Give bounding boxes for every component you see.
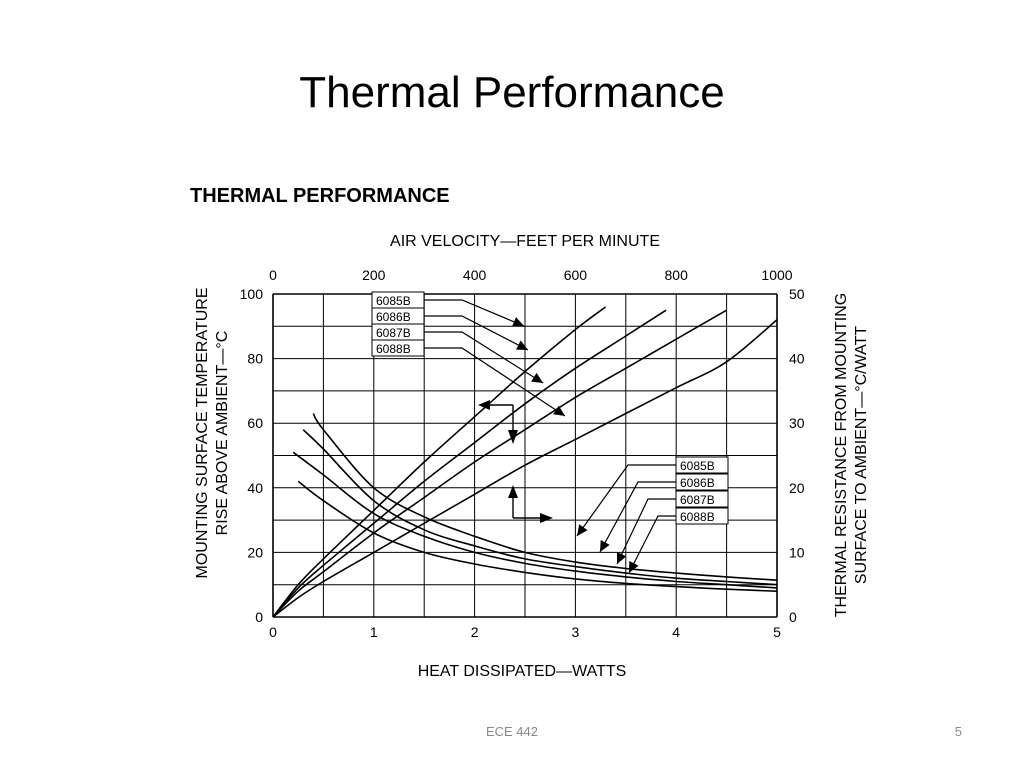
top-tick-label: 800 bbox=[665, 267, 689, 283]
right-tick-label: 20 bbox=[789, 480, 805, 496]
chart-title: THERMAL PERFORMANCE bbox=[190, 185, 450, 207]
right-tick-label: 0 bbox=[789, 609, 797, 625]
legend-label-resistance: 6086B bbox=[680, 476, 715, 490]
top-axis-label: AIR VELOCITY—FEET PER MINUTE bbox=[390, 233, 660, 250]
arrowhead bbox=[516, 340, 528, 350]
right-tick-label: 50 bbox=[789, 286, 805, 302]
right-axis-label: THERMAL RESISTANCE FROM MOUNTING SURFACE… bbox=[833, 293, 870, 617]
top-tick-label: 1000 bbox=[761, 267, 792, 283]
legend-leader-line bbox=[599, 481, 676, 553]
legend-label-temperature: 6085B bbox=[376, 294, 411, 308]
legend-label-temperature: 6086B bbox=[376, 310, 411, 324]
bottom-tick-label: 4 bbox=[672, 624, 680, 640]
bottom-tick-label: 2 bbox=[471, 624, 479, 640]
left-tick-label: 100 bbox=[240, 286, 264, 302]
series-curve-6088b-temperature bbox=[272, 319, 778, 618]
legends: 6085B 6086B 6087B 6088B 6085B 6086B 6087B 6088B bbox=[371, 291, 729, 574]
legend-label-resistance: 6085B bbox=[680, 459, 715, 473]
left-tick-label: 40 bbox=[247, 480, 263, 496]
left-tick-label: 0 bbox=[255, 609, 263, 625]
legend-leader-line bbox=[628, 515, 676, 574]
arrowhead bbox=[508, 485, 518, 498]
right-tick-label: 30 bbox=[789, 415, 805, 431]
tick-labels: 0 1 2 3 4 50 200 400 600 800 100002040608010001020… bbox=[240, 267, 805, 640]
series-curve-6088b-resistance bbox=[297, 480, 778, 592]
series-curve-6086b-resistance bbox=[302, 429, 778, 586]
legend-leader-line bbox=[424, 315, 529, 351]
right-axis-label-line1: THERMAL RESISTANCE FROM MOUNTING bbox=[833, 293, 850, 617]
legend-leader-line bbox=[424, 299, 525, 327]
series-curve-6086b-temperature bbox=[272, 309, 667, 618]
right-axis-label-line2: SURFACE TO AMBIENT—°C/WATT bbox=[853, 326, 870, 585]
left-tick-label: 80 bbox=[247, 351, 263, 367]
bottom-axis-label: HEAT DISSIPATED—WATTS bbox=[418, 663, 627, 680]
top-tick-label: 400 bbox=[463, 267, 487, 283]
arrowhead bbox=[508, 430, 518, 444]
arrowhead bbox=[617, 552, 627, 564]
footer-course: ECE 442 bbox=[485, 724, 539, 739]
arrowhead bbox=[512, 317, 524, 327]
legend-leader-line bbox=[576, 464, 676, 537]
slide-title: Thermal Performance bbox=[299, 68, 725, 117]
series-lines bbox=[272, 306, 778, 618]
arrowhead bbox=[577, 524, 588, 536]
bottom-tick-label: 3 bbox=[572, 624, 580, 640]
bottom-tick-label: 0 bbox=[269, 624, 277, 640]
series-curve-6085b-temperature bbox=[272, 306, 607, 618]
legend-leader-line bbox=[424, 347, 566, 417]
left-tick-label: 20 bbox=[247, 544, 263, 560]
left-axis-label-line1: MOUNTING SURFACE TEMPERATURE bbox=[194, 288, 211, 579]
top-tick-label: 600 bbox=[564, 267, 588, 283]
legend-leader-line bbox=[424, 331, 544, 384]
series-curve-6087b-resistance bbox=[292, 451, 778, 589]
legend-label-resistance: 6087B bbox=[680, 493, 715, 507]
footer-page-number: 5 bbox=[954, 724, 962, 739]
legend-label-resistance: 6088B bbox=[680, 510, 715, 524]
arrowhead bbox=[629, 561, 639, 573]
arrowhead bbox=[540, 513, 553, 523]
top-tick-label: 200 bbox=[362, 267, 386, 283]
legend-label-temperature: 6087B bbox=[376, 326, 411, 340]
arrowhead bbox=[478, 400, 490, 410]
legend-leader-line bbox=[616, 498, 676, 565]
grid bbox=[272, 293, 778, 618]
left-tick-label: 60 bbox=[247, 415, 263, 431]
right-tick-label: 10 bbox=[789, 544, 805, 560]
left-axis-label-line2: RISE ABOVE AMBIENT—°C bbox=[214, 331, 231, 536]
series-curve-6085b-resistance bbox=[312, 413, 778, 581]
arrowhead bbox=[600, 540, 610, 552]
legend-label-temperature: 6088B bbox=[376, 342, 411, 356]
right-tick-label: 40 bbox=[789, 351, 805, 367]
left-axis-indicator-arrow bbox=[483, 404, 514, 440]
arrowhead bbox=[531, 372, 543, 383]
bottom-tick-label: 1 bbox=[370, 624, 378, 640]
arrowhead bbox=[553, 405, 565, 416]
series-curve-6087b-temperature bbox=[272, 309, 727, 618]
right-axis-indicator-arrow bbox=[512, 488, 550, 519]
bottom-tick-label: 5 bbox=[773, 624, 781, 640]
top-tick-label: 0 bbox=[269, 267, 277, 283]
left-axis-label: MOUNTING SURFACE TEMPERATURE RISE ABOVE … bbox=[194, 288, 231, 579]
